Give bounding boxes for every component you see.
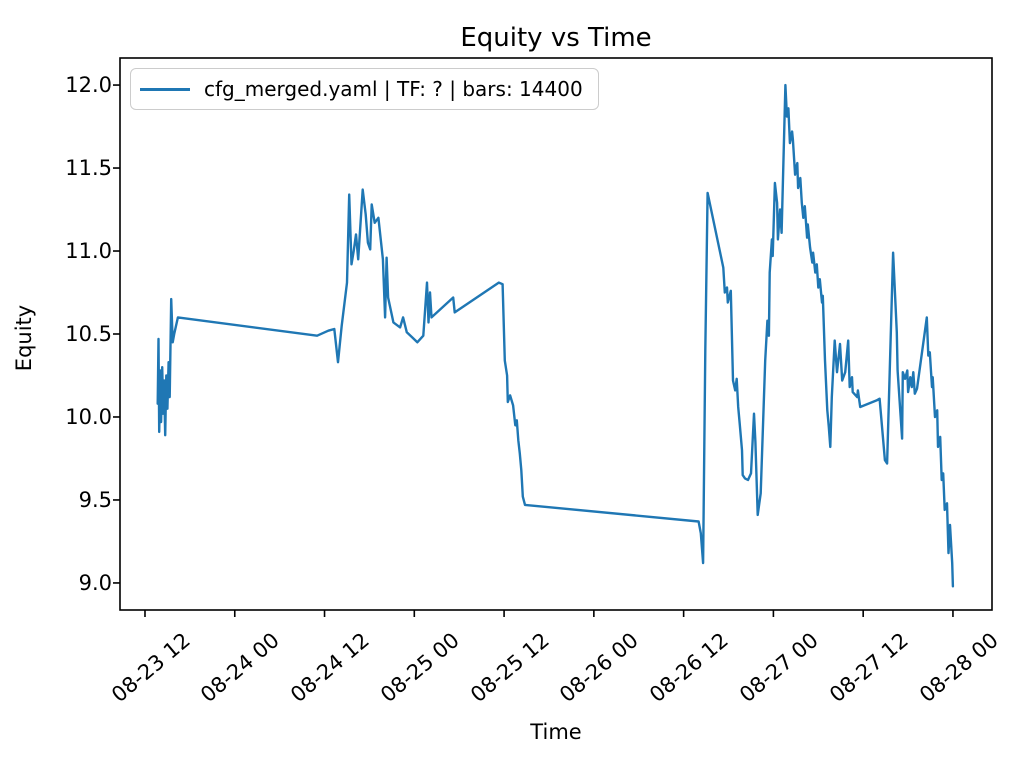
y-axis-label: Equity bbox=[12, 304, 36, 372]
legend-series-label: cfg_merged.yaml | TF: ? | bars: 14400 bbox=[204, 77, 583, 101]
legend-box: cfg_merged.yaml | TF: ? | bars: 14400 bbox=[130, 68, 599, 110]
chart-title: Equity vs Time bbox=[460, 23, 652, 53]
plot-border bbox=[119, 57, 993, 611]
legend-line-swatch bbox=[140, 87, 190, 91]
tick-marks bbox=[113, 84, 954, 617]
equity-line-series bbox=[156, 83, 955, 588]
x-axis-label: Time bbox=[530, 720, 582, 744]
